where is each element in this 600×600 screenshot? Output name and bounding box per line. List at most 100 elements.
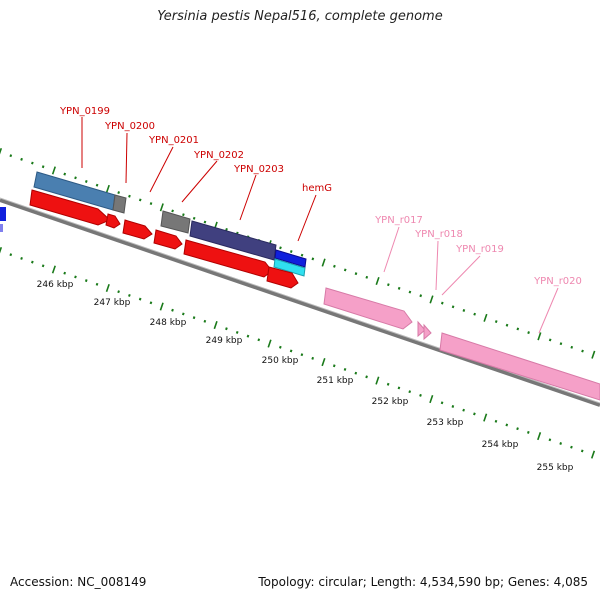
outer-ring-tick: [365, 275, 369, 279]
outer-ring-tick: [462, 309, 466, 312]
gene-label[interactable]: YPN_0201: [148, 135, 199, 146]
outer-ring-tick: [537, 332, 542, 341]
gene-labels: YPN_0199 YPN_0200 YPN_0201 YPN_0202 YPN_…: [59, 106, 582, 287]
kbp-tick-labels: 246 kbp 247 kbp 248 kbp 249 kbp 250 kbp …: [37, 280, 574, 473]
inner-ring-tick: [74, 275, 77, 279]
inner-ring-tick: [354, 371, 358, 375]
outer-ring-tick: [343, 268, 347, 272]
outer-ring-tick: [20, 157, 23, 161]
gene-label[interactable]: YPN_0202: [193, 150, 244, 161]
inner-ring-tick: [51, 265, 56, 274]
tick-label: 254 kbp: [482, 440, 519, 450]
accession-label: Accession: NC_008149: [10, 575, 147, 589]
inner-ring-tick: [386, 382, 390, 386]
outer-ring-tick: [279, 246, 282, 250]
outer-ring-tick: [182, 213, 185, 217]
outer-tick-ring: [0, 147, 596, 359]
inner-ring-tick: [440, 401, 444, 405]
inner-ring-tick: [138, 297, 142, 301]
outer-ring-tick: [0, 147, 3, 155]
outer-ring-tick: [192, 216, 196, 220]
outer-ring-tick: [300, 253, 304, 257]
gene-label[interactable]: YPN_0199: [59, 106, 110, 117]
outer-ring-tick: [321, 258, 326, 267]
gene-label[interactable]: YPN_0200: [104, 121, 155, 132]
inner-tick-ring: [0, 246, 596, 459]
outer-ring-tick: [419, 294, 423, 298]
inner-ring-tick: [408, 390, 412, 394]
tick-label: 255 kbp: [537, 463, 574, 473]
inner-ring-tick: [462, 408, 465, 412]
outer-ring-tick: [74, 176, 77, 180]
outer-ring-tick: [9, 154, 13, 158]
tick-label: 247 kbp: [94, 298, 131, 308]
inner-ring-tick: [537, 432, 542, 441]
gene-YPN_0201[interactable]: [160, 210, 191, 234]
inner-ring-tick: [311, 356, 315, 360]
inner-ring-tick: [20, 256, 23, 260]
inner-ring-tick: [95, 282, 99, 286]
gene-label[interactable]: YPN_r017: [374, 215, 423, 226]
gene-YPN_0200[interactable]: [112, 194, 127, 214]
outer-ring-tick: [138, 198, 142, 202]
inner-ring-tick: [279, 345, 282, 349]
cds-arrow-3[interactable]: [122, 219, 153, 240]
inner-ring-tick: [580, 449, 584, 453]
rna-YPN_r018[interactable]: [417, 320, 426, 338]
inner-ring-tick: [181, 312, 185, 316]
outer-ring-tick: [570, 345, 574, 349]
outer-ring-tick: [95, 183, 99, 187]
inner-ring-tick: [159, 302, 164, 311]
cds-arrow-4[interactable]: [153, 229, 183, 250]
genome-summary: Topology: circular; Length: 4,534,590 bp…: [258, 575, 588, 589]
cds-arrow-2[interactable]: [105, 213, 121, 229]
inner-ring-tick: [332, 364, 336, 368]
gene-hemG[interactable]: [274, 249, 307, 268]
outer-ring-tick: [225, 227, 228, 231]
inner-ring-tick: [365, 375, 368, 379]
outer-ring-tick: [581, 349, 584, 353]
tick-label: 248 kbp: [150, 318, 187, 328]
tick-label: 250 kbp: [262, 356, 299, 366]
inner-ring-tick: [63, 271, 67, 275]
tick-label: 253 kbp: [427, 418, 464, 428]
inner-ring-tick: [41, 264, 45, 268]
gene-label[interactable]: YPN_0203: [233, 164, 284, 175]
cds-arrow-1[interactable]: [29, 189, 111, 226]
inner-ring-tick: [494, 419, 498, 423]
feature-left-blue: [0, 207, 6, 221]
rna-YPN_r017[interactable]: [323, 287, 413, 330]
outer-ring-tick: [354, 272, 358, 276]
gene-label[interactable]: hemG: [302, 183, 332, 194]
outer-ring-tick: [31, 161, 34, 165]
gene-hemG-strip[interactable]: [273, 258, 306, 277]
feature-left-blue-strip: [0, 224, 3, 232]
inner-ring-tick: [321, 358, 326, 367]
rna-YPN_r019[interactable]: [423, 323, 432, 341]
outer-ring-tick: [41, 165, 45, 169]
inner-ring-tick: [203, 319, 207, 323]
inner-ring-tick: [257, 338, 261, 342]
outer-ring-tick: [473, 312, 476, 316]
outer-ring-tick: [84, 180, 88, 183]
gene-label[interactable]: YPN_r019: [455, 244, 504, 255]
inner-ring-tick: [375, 376, 380, 385]
inner-ring-tick: [451, 405, 455, 408]
outer-ring-tick: [429, 295, 434, 304]
outer-ring-tick: [397, 286, 401, 290]
outer-ring-tick: [451, 305, 455, 309]
inner-ring-tick: [548, 438, 552, 442]
outer-ring-tick: [333, 264, 336, 268]
outer-ring-tick: [516, 327, 520, 331]
inner-ring-tick: [0, 246, 3, 254]
gene-label[interactable]: YPN_r018: [414, 229, 463, 240]
outer-ring-tick: [311, 257, 315, 261]
gene-label[interactable]: YPN_r020: [533, 276, 582, 287]
inner-ring-tick: [516, 427, 519, 431]
gene-YPN_0202[interactable]: [189, 220, 277, 261]
inner-ring-tick: [570, 445, 573, 449]
rna-YPN_r020[interactable]: [439, 332, 600, 401]
cds-arrow-6[interactable]: [266, 266, 299, 289]
outer-ring-tick: [483, 313, 488, 322]
inner-ring-tick: [149, 301, 153, 305]
